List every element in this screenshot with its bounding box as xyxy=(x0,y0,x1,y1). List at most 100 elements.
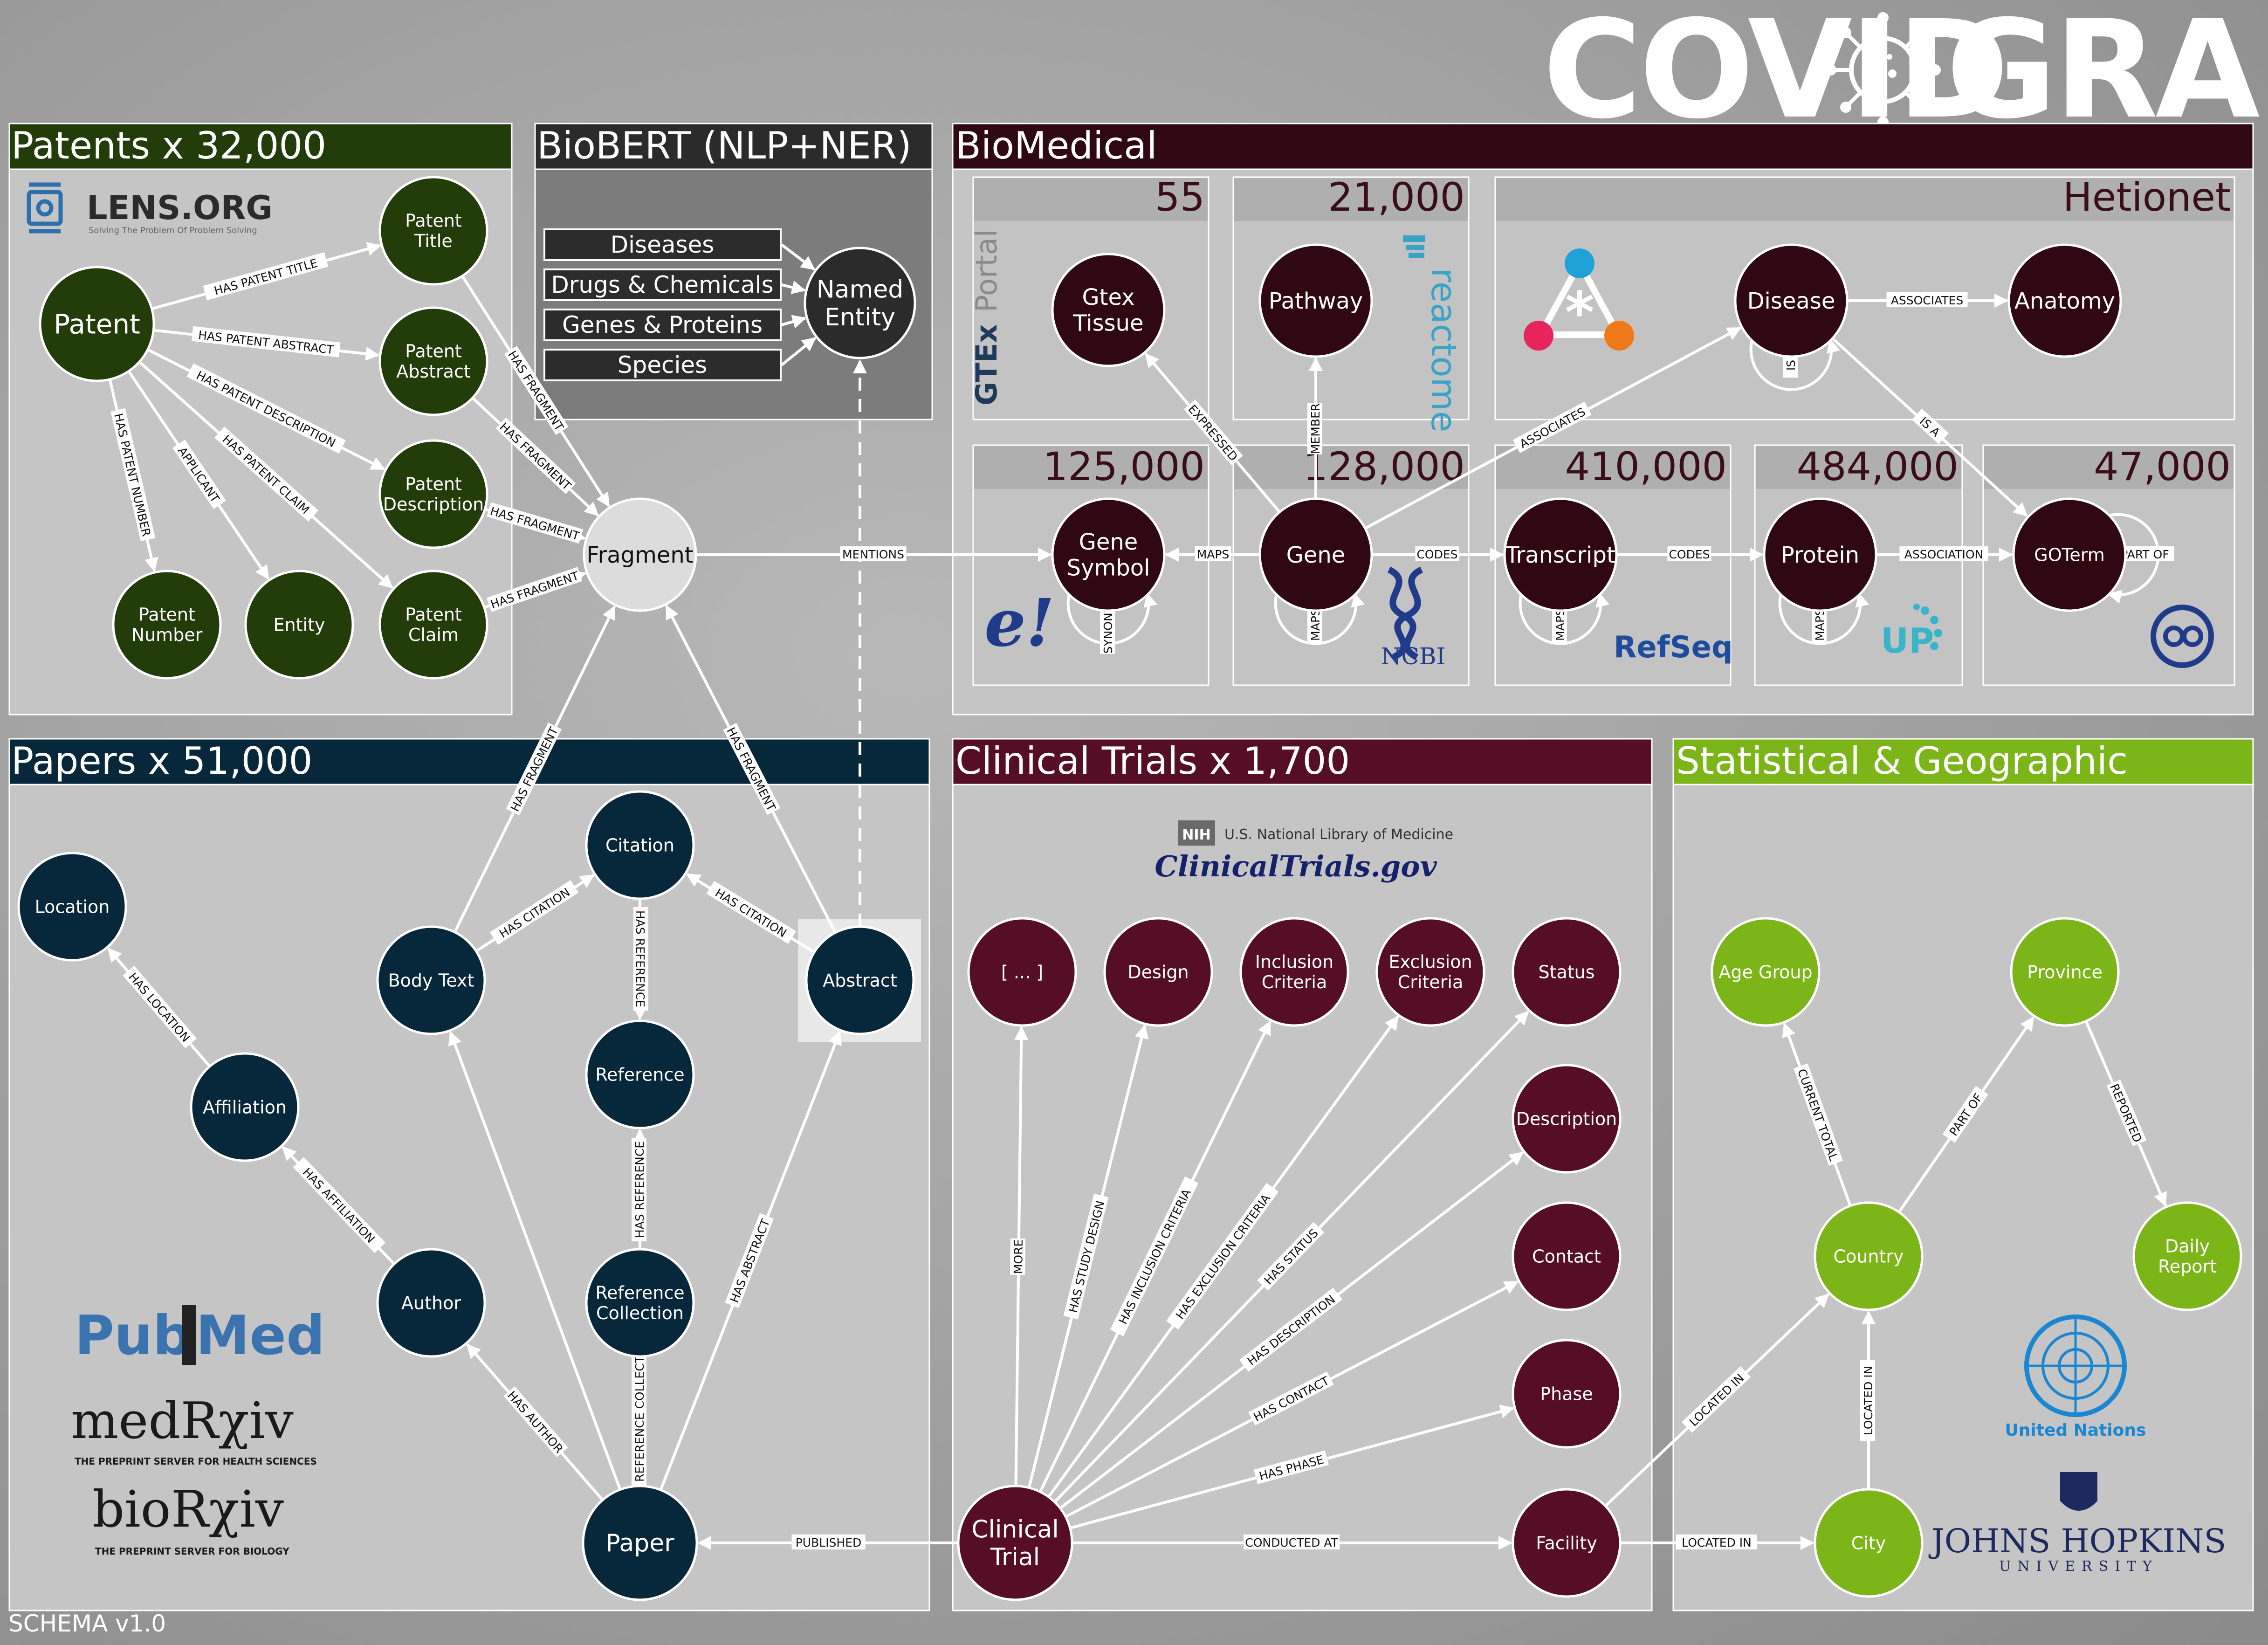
svg-text:MAPS: MAPS xyxy=(1197,548,1230,561)
node-label: Gene xyxy=(1079,529,1138,555)
node-contact[interactable]: Contact xyxy=(1512,1201,1622,1311)
node-more[interactable]: [ ... ] xyxy=(967,917,1077,1027)
jhu-logo: JOHNS HOPKINS UNIVERSITY xyxy=(1929,1472,2226,1575)
medrxiv-tagline: THE PREPRINT SERVER FOR HEALTH SCIENCES xyxy=(75,1456,317,1467)
node-protein[interactable]: Protein xyxy=(1763,497,1877,612)
uniprot-wordmark: UP xyxy=(1881,621,1934,661)
node-age-group[interactable]: Age Group xyxy=(1711,917,1821,1027)
node-city[interactable]: City xyxy=(1814,1488,1924,1598)
count-goterm: 47,000 xyxy=(2094,444,2231,489)
node-label: City xyxy=(1851,1533,1886,1553)
node-label: Facility xyxy=(1536,1533,1597,1553)
node-reference[interactable]: Reference xyxy=(585,1019,695,1129)
edge-label-has-reference: HAS REFERENCE xyxy=(632,1138,646,1241)
node-label: Disease xyxy=(1747,288,1835,314)
pubmed-med: Med xyxy=(196,1304,325,1367)
node-label: Province xyxy=(2027,962,2103,982)
node-label: Citation xyxy=(605,835,674,855)
svg-text:PART OF: PART OF xyxy=(2121,548,2169,561)
count-gene-symbol: 125,000 xyxy=(1043,444,1205,489)
node-label: Abstract xyxy=(396,361,471,382)
node-abstract[interactable]: Abstract xyxy=(805,925,915,1035)
node-label: Transcript xyxy=(1505,542,1615,568)
edge-label-codes: CODES xyxy=(1415,546,1459,561)
node-label: Daily xyxy=(2165,1236,2210,1256)
ncbi-logo: NCBI xyxy=(1381,566,1445,670)
node-label: Patent xyxy=(138,604,195,625)
node-facility[interactable]: Facility xyxy=(1512,1488,1622,1598)
node-label: Title xyxy=(414,231,452,251)
node-label: Tissue xyxy=(1072,310,1143,336)
node-entity[interactable]: Entity xyxy=(244,570,354,680)
node-design[interactable]: Design xyxy=(1103,917,1213,1027)
reactome-logo: reactome xyxy=(1403,235,1464,432)
gtex-portal: Portal xyxy=(969,229,1003,312)
panel-title-stats: Statistical & Geographic xyxy=(1676,739,2128,783)
edge-label-associates: ASSOCIATES xyxy=(1886,292,1968,307)
entrez-logo: e! xyxy=(984,585,1055,661)
count-gtex: 55 xyxy=(1155,174,1205,220)
node-anatomy[interactable]: Anatomy xyxy=(2007,243,2122,358)
node-paper[interactable]: Paper xyxy=(582,1485,698,1601)
node-location[interactable]: Location xyxy=(17,852,127,962)
hetionet-icon: * xyxy=(1524,248,1634,351)
node-body-text[interactable]: Body Text xyxy=(376,925,486,1035)
node-goterm[interactable]: GOTerm xyxy=(2012,497,2127,612)
node-province[interactable]: Province xyxy=(2010,917,2120,1027)
edge-label-maps-transcript: MAPS xyxy=(1552,606,1567,643)
node-pathway[interactable]: Pathway xyxy=(1258,243,1373,358)
node-gene[interactable]: Gene xyxy=(1258,497,1373,612)
node-label: Criteria xyxy=(1262,972,1327,992)
node-fragment[interactable]: Fragment xyxy=(583,497,697,612)
node-label: Criteria xyxy=(1398,972,1463,992)
node-label: Patent xyxy=(405,210,462,231)
node-country[interactable]: Country xyxy=(1814,1201,1924,1311)
tag-drugs: Drugs & Chemicals xyxy=(551,271,773,298)
node-transcript[interactable]: Transcript xyxy=(1503,497,1618,612)
node-label: Phase xyxy=(1540,1383,1593,1404)
reactome-wordmark: reactome xyxy=(1423,268,1464,432)
svg-text:HAS REFERENCE: HAS REFERENCE xyxy=(633,910,647,1007)
node-status[interactable]: Status xyxy=(1512,917,1622,1027)
refseq-logo: RefSeq xyxy=(1614,630,1733,665)
biorxiv-wordmark: bioRχiv xyxy=(92,1480,284,1539)
node-citation[interactable]: Citation xyxy=(585,790,695,900)
edge-label-located-in: LOCATED IN xyxy=(1860,1360,1875,1441)
biorxiv-tagline: THE PREPRINT SERVER FOR BIOLOGY xyxy=(95,1546,289,1557)
loop-transcript xyxy=(1519,592,1609,645)
node-label: Pathway xyxy=(1269,288,1363,314)
medrxiv-logo: medRχiv THE PREPRINT SERVER FOR HEALTH S… xyxy=(71,1392,317,1467)
edge-label-has-reference-collection: HAS REFERENCE COLLECTION xyxy=(632,1329,646,1515)
edge-tag-3-named-entity xyxy=(781,337,817,366)
node-disease[interactable]: Disease xyxy=(1734,243,1849,358)
node-label: Number xyxy=(131,625,203,645)
node-phase[interactable]: Phase xyxy=(1512,1339,1622,1449)
edge-label-member: MEMBER xyxy=(1307,403,1322,454)
edge-label-conducted-at: CONDUCTED AT xyxy=(1244,1535,1340,1549)
node-label: Claim xyxy=(408,625,459,645)
node-affiliation[interactable]: Affiliation xyxy=(190,1052,300,1162)
svg-text:ASSOCIATION: ASSOCIATION xyxy=(1904,548,1984,561)
node-label: Anatomy xyxy=(2014,288,2115,314)
edge-label-has-reference: HAS REFERENCE xyxy=(633,907,648,1011)
node-label: Report xyxy=(2158,1256,2217,1277)
node-description[interactable]: Description xyxy=(1512,1064,1622,1174)
node-patent[interactable]: Patent xyxy=(39,266,155,382)
node-label: Abstract xyxy=(823,970,897,991)
count-gene: 128,000 xyxy=(1303,444,1465,489)
node-label: Entity xyxy=(274,614,325,635)
node-author[interactable]: Author xyxy=(376,1248,486,1358)
node-clinical-trial[interactable]: ClinicalTrial xyxy=(957,1485,1073,1601)
